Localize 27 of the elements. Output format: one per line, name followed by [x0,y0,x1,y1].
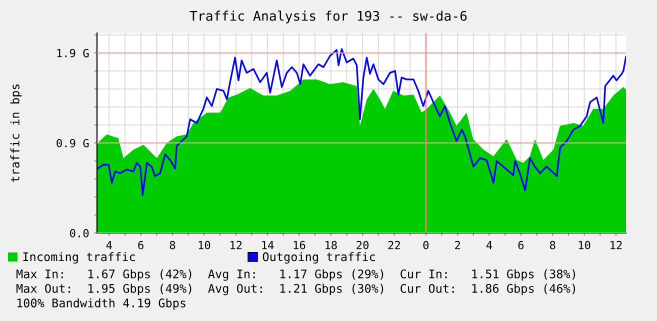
x-tick-label: 10 [578,240,590,250]
x-tick-label: 12 [610,240,622,250]
text: 100% Bandwidth 4.19 Gbps [17,298,186,310]
text: Max In: 1.67 Gbps (42%) Avg In: 1.17 Gbps (29%) Cur In: 1.51 Gbps (38%) [16,269,576,281]
legend-label: Incoming traffic [23,252,135,264]
x-tick-label: 8 [170,240,176,250]
y-tick-label: 0.9 G [56,138,89,148]
x-tick-label: 6 [138,240,144,250]
x-tick-label: 2 [455,240,460,250]
x-tick-label: 8 [550,240,556,250]
x-tick-label: 10 [198,240,210,250]
x-tick-label: 6 [518,240,524,250]
x-tick-label: 20 [356,240,369,250]
x-tick-label: 12 [230,240,242,250]
y-axis-title: traffic in bps [10,84,22,182]
x-tick-label: 18 [326,240,337,250]
y-tick-label: 1.9 G [57,48,89,58]
x-tick-label: 16 [294,240,306,250]
y-tick-label: 0.0 [70,229,89,238]
x-tick-label: 0 [423,240,429,250]
legend-label: Outgoing traffic [262,252,375,264]
x-tick-label: 22 [388,240,400,250]
text: Max Out: 1.95 Gbps (49%) Avg Out: 1.21 Gbps (30%) Cur Out: 1.86 Gbps (46%) [16,284,576,296]
x-tick-label: 4 [486,241,492,250]
x-tick-label: 14 [262,241,274,250]
x-tick-label: 4 [106,241,112,250]
chart-title: Traffic Analysis for 193 -- sw-da-6 [190,10,467,24]
